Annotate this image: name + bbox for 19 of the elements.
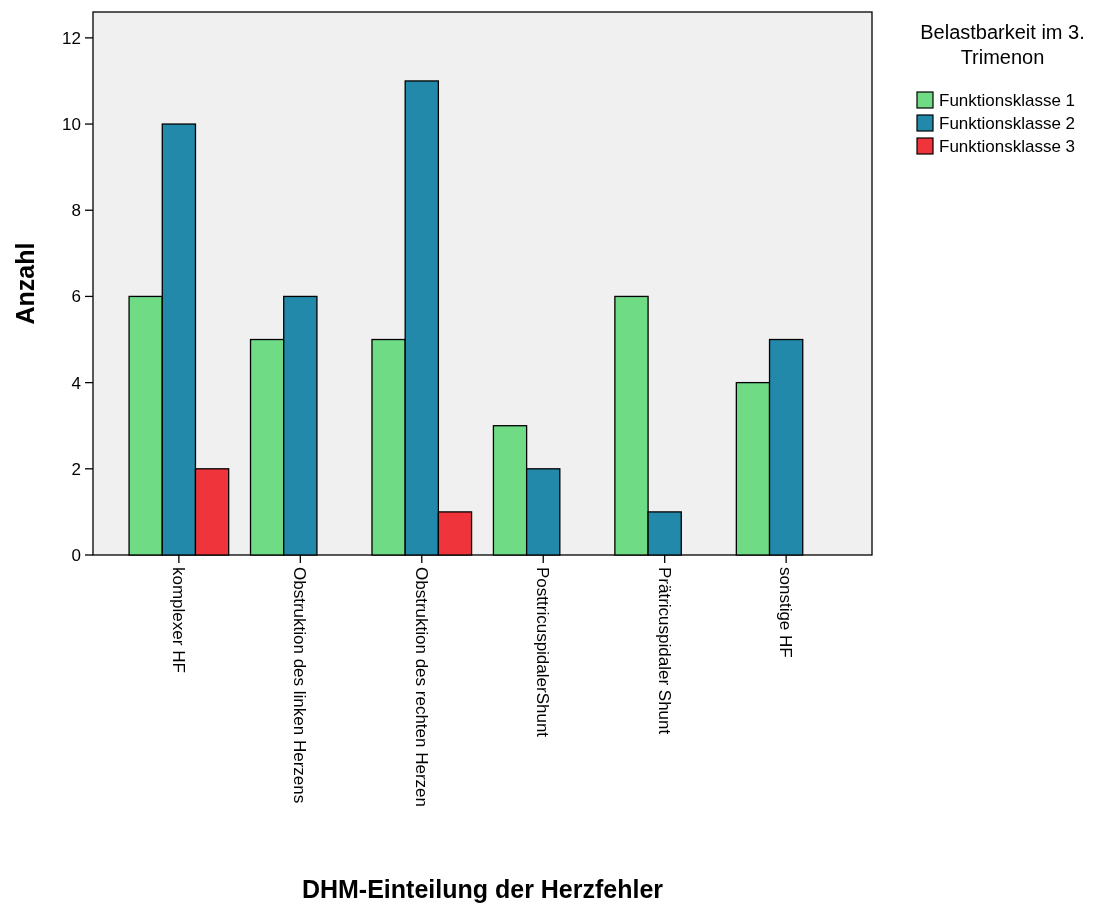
y-tick-label: 8 (71, 201, 81, 221)
x-tick-label: Prätricuspidaler Shunt (654, 567, 674, 735)
x-axis-title: DHM-Einteilung der Herzfehler (301, 875, 664, 903)
x-tick-label: PosttricuspidalerShunt (533, 567, 553, 738)
legend-label: Funktionsklasse 1 (939, 90, 1076, 110)
legend-label: Funktionsklasse 2 (939, 113, 1076, 133)
y-tick-label: 12 (62, 28, 81, 48)
legend-label: Funktionsklasse 3 (939, 136, 1076, 156)
legend-title: Belastbarkeit im 3. Trimenon (919, 20, 1086, 70)
x-tick-label: Obstruktion des rechten Herzen (411, 567, 431, 808)
y-tick-label: 4 (71, 373, 81, 393)
x-tick-label: sonstige HF (776, 567, 796, 658)
x-tick-label: komplexer HF (168, 567, 188, 673)
y-axis-title: Anzahl (11, 242, 39, 325)
y-tick-label: 6 (71, 287, 81, 307)
y-tick-label: 2 (71, 459, 81, 479)
y-tick-label: 10 (62, 115, 81, 134)
y-tick-label: 0 (71, 545, 81, 565)
x-tick-label: Obstruktion des linken Herzens (290, 567, 310, 804)
